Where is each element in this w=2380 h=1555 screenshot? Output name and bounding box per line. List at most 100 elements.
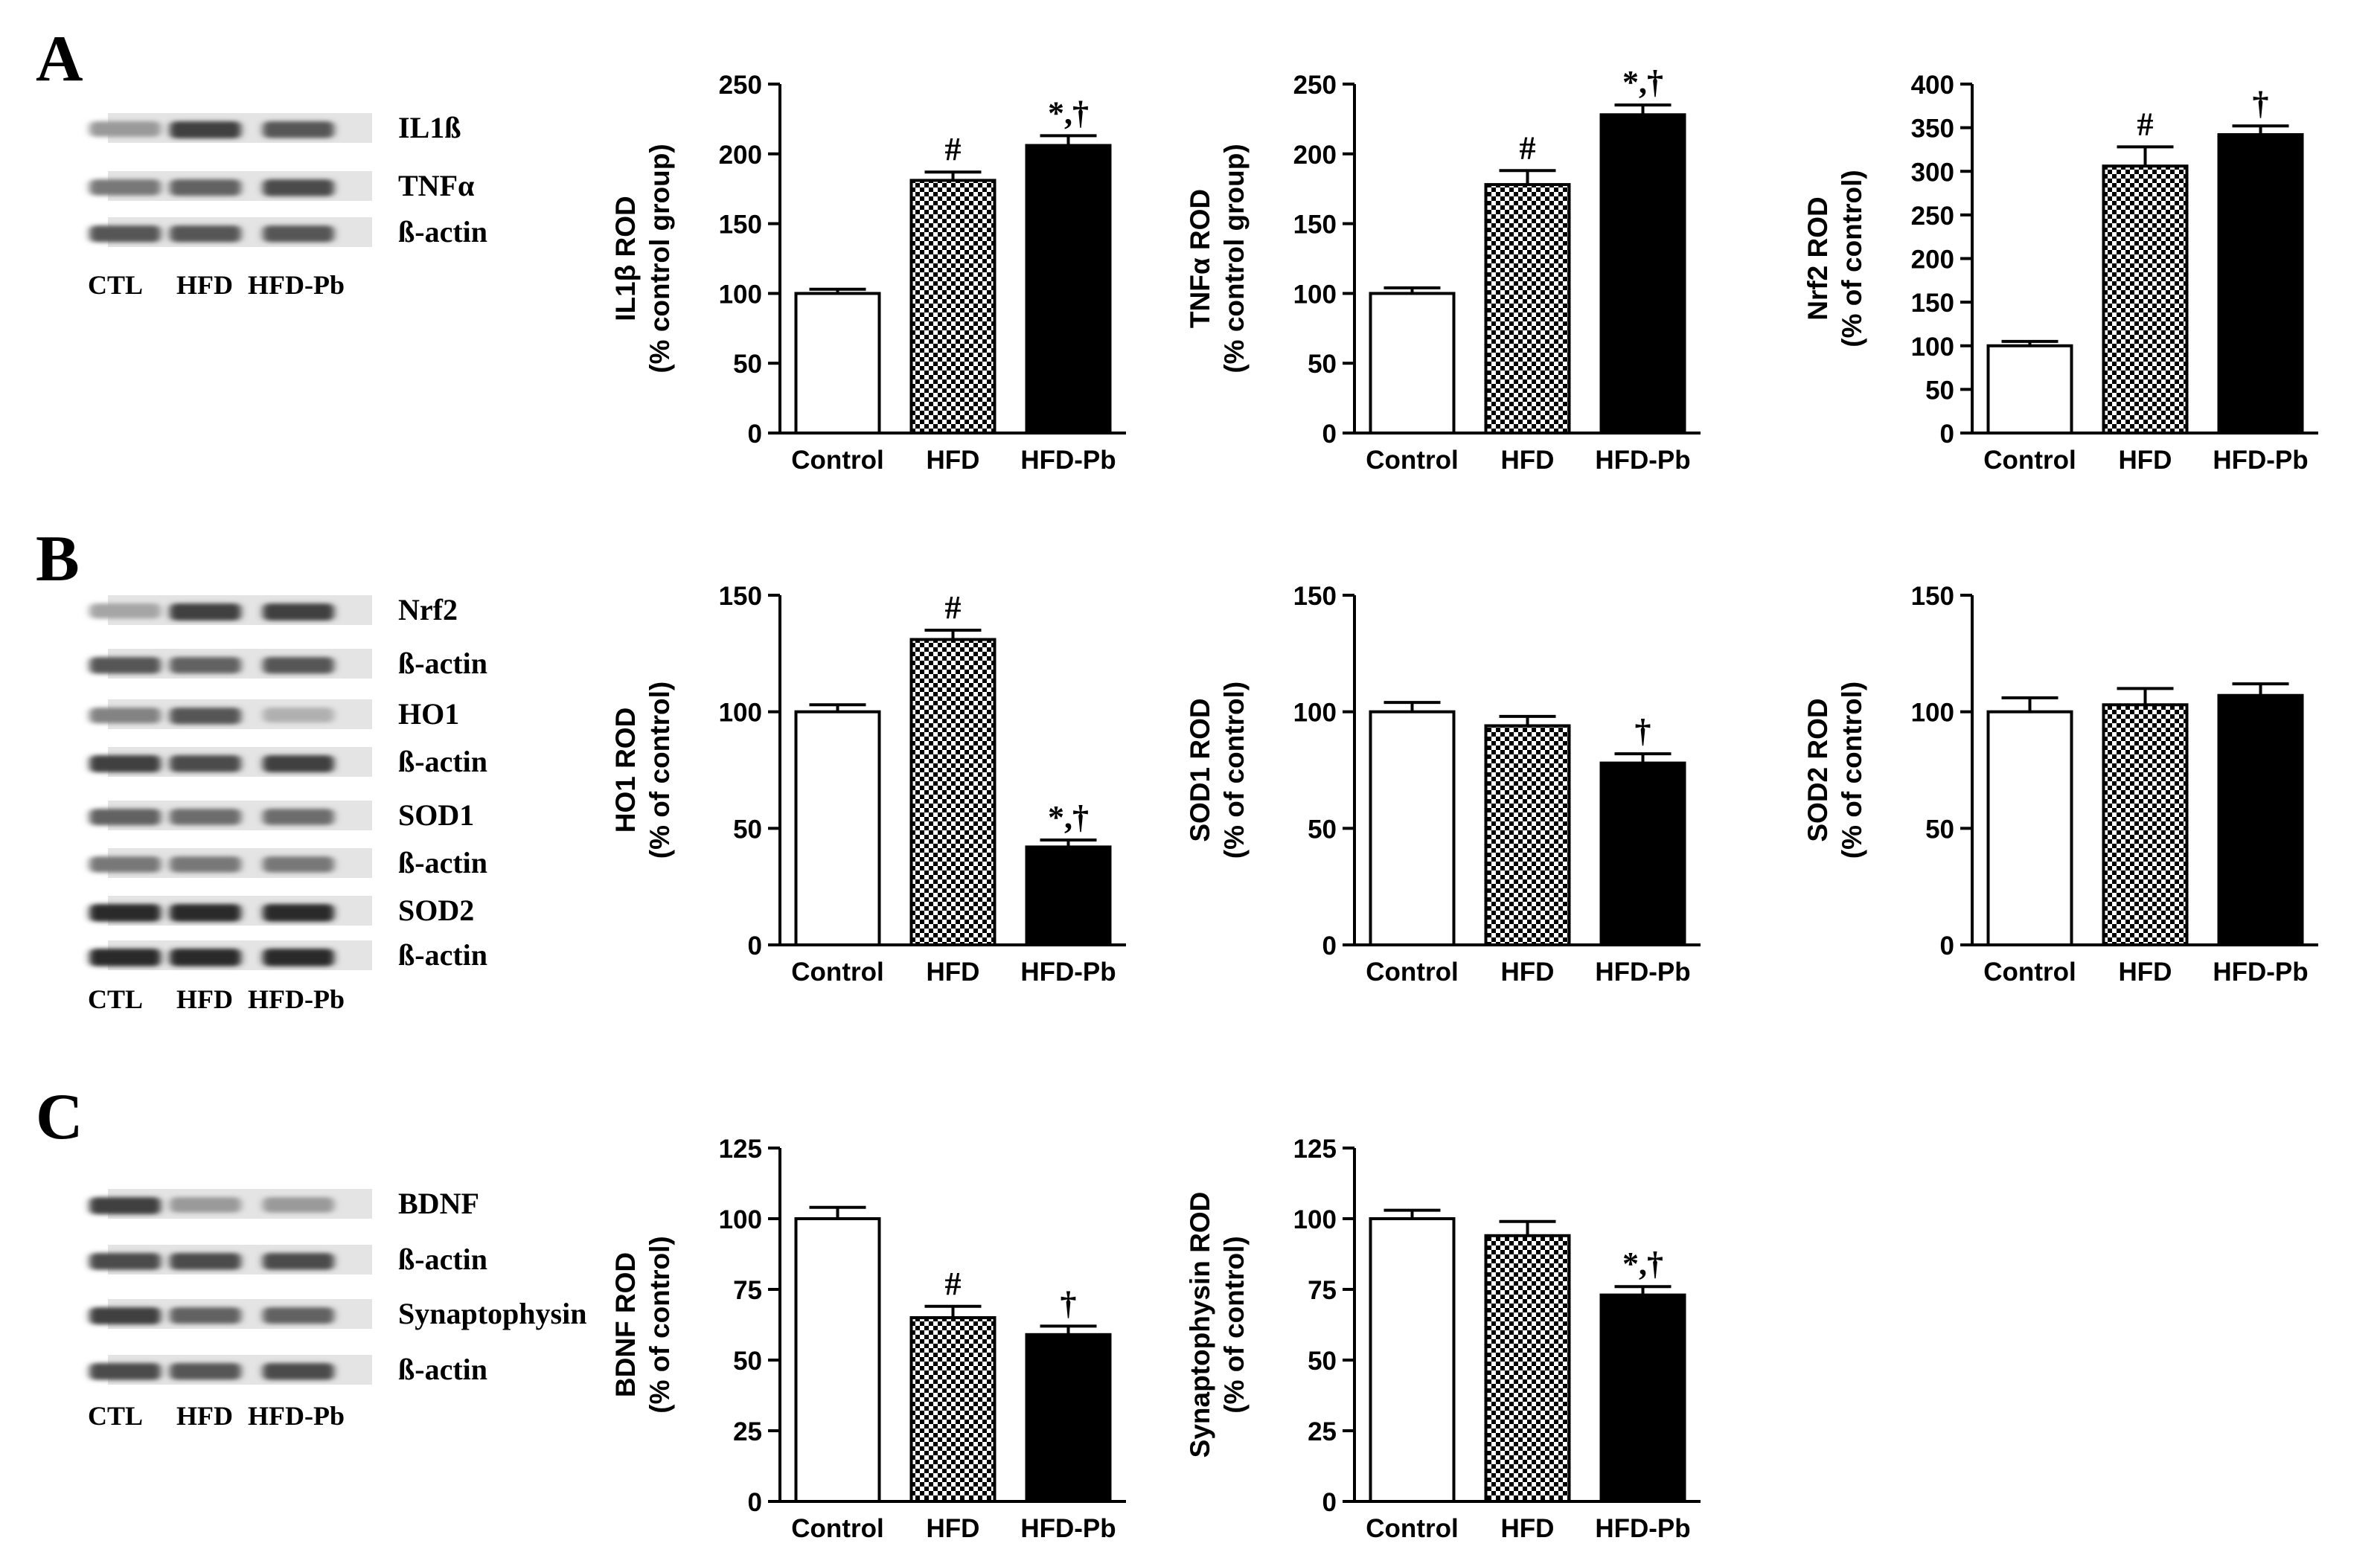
y-tick-label: 0: [748, 932, 762, 961]
blot-band: [263, 1253, 334, 1270]
blot-lane-label: CTL: [88, 984, 143, 1014]
bar-control: [1369, 292, 1456, 435]
blot-band: [89, 603, 161, 619]
blot-band: [263, 657, 334, 674]
y-axis-label: HO1 ROD (% of control): [610, 682, 675, 859]
x-tick-label: HFD-Pb: [1595, 446, 1690, 475]
blot-band: [263, 904, 334, 922]
y-tick-label: 0: [1940, 420, 1954, 449]
y-tick-label: 25: [733, 1417, 762, 1446]
bar-hfd-pb: [1599, 1293, 1686, 1503]
y-axis-label: Nrf2 ROD (% of control): [1802, 170, 1867, 347]
x-tick-label: Control: [791, 1514, 883, 1543]
blot-band: [263, 225, 334, 243]
blot-row-label: BDNF: [398, 1187, 479, 1220]
y-tick-label: 250: [1911, 202, 1954, 231]
blot-lane-label: HFD-Pb: [248, 984, 345, 1014]
bar-hfd-pb: [1025, 1333, 1112, 1504]
y-axis-label-line: (% of control): [1219, 682, 1250, 859]
bar-control: [794, 710, 881, 947]
y-axis-label: IL1β ROD (% control group): [610, 144, 675, 373]
western-blots: IL1ß TNFα ß-actin CTL HFD HFD-Pb Nrf2 ß-actin HO…: [88, 111, 587, 1431]
y-axis-label-line: Nrf2 ROD: [1802, 196, 1833, 321]
blot-band: [89, 904, 161, 922]
y-tick-label: 75: [733, 1276, 762, 1305]
bar-hfd: [909, 179, 997, 435]
y-axis-label-line: (% control group): [644, 144, 675, 373]
y-tick-label: 100: [719, 699, 762, 728]
y-tick-label: 50: [1308, 815, 1337, 844]
bar-control: [1369, 710, 1456, 947]
x-tick-label: HFD: [927, 446, 980, 475]
y-axis-label-line: (% control group): [1219, 144, 1250, 373]
blot-band: [263, 1363, 334, 1380]
y-tick-label: 350: [1911, 115, 1954, 144]
y-tick-label: 100: [719, 1205, 762, 1234]
blot-band: [170, 1363, 241, 1380]
y-axis-label-line: HO1 ROD: [610, 708, 641, 833]
blot-band: [89, 657, 161, 674]
bar-chart: 0 50 100 150 200 250 TNFα ROD (% control group)…: [1185, 64, 1701, 475]
y-tick-label: 400: [1911, 71, 1954, 100]
y-tick-label: 250: [719, 71, 762, 100]
bar-chart: 0 25 50 75 100 125 Synaptophysin ROD (% of cont…: [1185, 1135, 1701, 1543]
y-tick-label: 150: [1293, 582, 1337, 611]
blot-band: [170, 856, 241, 873]
blot-band: [263, 949, 334, 966]
x-tick-label: HFD-Pb: [1595, 1514, 1690, 1543]
y-tick-label: 200: [719, 141, 762, 170]
x-tick-label: Control: [791, 446, 883, 475]
y-tick-label: 125: [1293, 1135, 1337, 1164]
blot-row-label: HO1: [398, 697, 459, 731]
bar-hfd: [1484, 724, 1571, 946]
bar-hfd: [2102, 164, 2189, 435]
blot-lane-label: HFD-Pb: [248, 270, 345, 300]
x-tick-label: Control: [1366, 446, 1458, 475]
blot-band: [170, 179, 241, 196]
bar-chart: 0 25 50 75 100 125 BDNF ROD (% of control) Contr…: [610, 1135, 1126, 1543]
blot-row-label: ß-actin: [398, 846, 487, 879]
y-tick-label: 50: [733, 350, 762, 379]
y-axis-label: Synaptophysin ROD (% of control): [1185, 1192, 1250, 1458]
blot-band: [170, 225, 241, 243]
y-axis-label-line: (% of control): [644, 682, 675, 859]
blot-row-label: Synaptophysin: [398, 1297, 586, 1330]
x-tick-label: HFD-Pb: [2213, 446, 2308, 475]
y-axis-label-line: BDNF ROD: [610, 1252, 641, 1397]
blot-band: [170, 755, 241, 772]
blot-lane-label: CTL: [88, 270, 143, 300]
y-axis-label-line: IL1β ROD: [610, 196, 641, 321]
y-tick-label: 150: [1911, 289, 1954, 318]
blot-band: [170, 708, 241, 725]
bar-hfd: [1484, 1234, 1571, 1504]
bar-control: [1369, 1217, 1456, 1503]
y-tick-label: 200: [1911, 246, 1954, 275]
panel-letter-a: A: [36, 23, 83, 95]
blot-band: [263, 179, 334, 196]
blot-band: [170, 904, 241, 922]
y-axis-label-line: SOD2 ROD: [1802, 698, 1833, 841]
x-tick-label: HFD-Pb: [1020, 958, 1116, 987]
blot-band: [170, 949, 241, 966]
significance-label: †: [2253, 85, 2269, 121]
y-tick-label: 0: [748, 420, 762, 449]
blot-band: [89, 179, 161, 196]
significance-label: *,†: [1048, 94, 1089, 131]
blot-band: [89, 809, 161, 826]
significance-label: #: [945, 589, 962, 626]
blot-band: [89, 949, 161, 966]
blot-band: [89, 1307, 161, 1325]
y-axis-label-line: (% of control): [644, 1236, 675, 1413]
x-tick-label: HFD: [927, 1514, 980, 1543]
blot-row-label: ß-actin: [398, 1243, 487, 1276]
blot-band: [170, 657, 241, 674]
bar-chart: 0 50 100 150 200 250 300 350 400 Nrf2 ROD (% of co…: [1802, 71, 2318, 475]
x-tick-label: Control: [1366, 1514, 1458, 1543]
blot-row-label: TNFα: [398, 169, 474, 202]
bar-chart: 0 50 100 150 SOD2 ROD (% of control) Control HF…: [1802, 582, 2318, 987]
blot-band: [170, 1307, 241, 1324]
blot-band: [89, 1363, 161, 1380]
x-tick-label: Control: [1366, 958, 1458, 987]
y-tick-label: 100: [1293, 280, 1337, 309]
y-tick-label: 150: [719, 211, 762, 240]
